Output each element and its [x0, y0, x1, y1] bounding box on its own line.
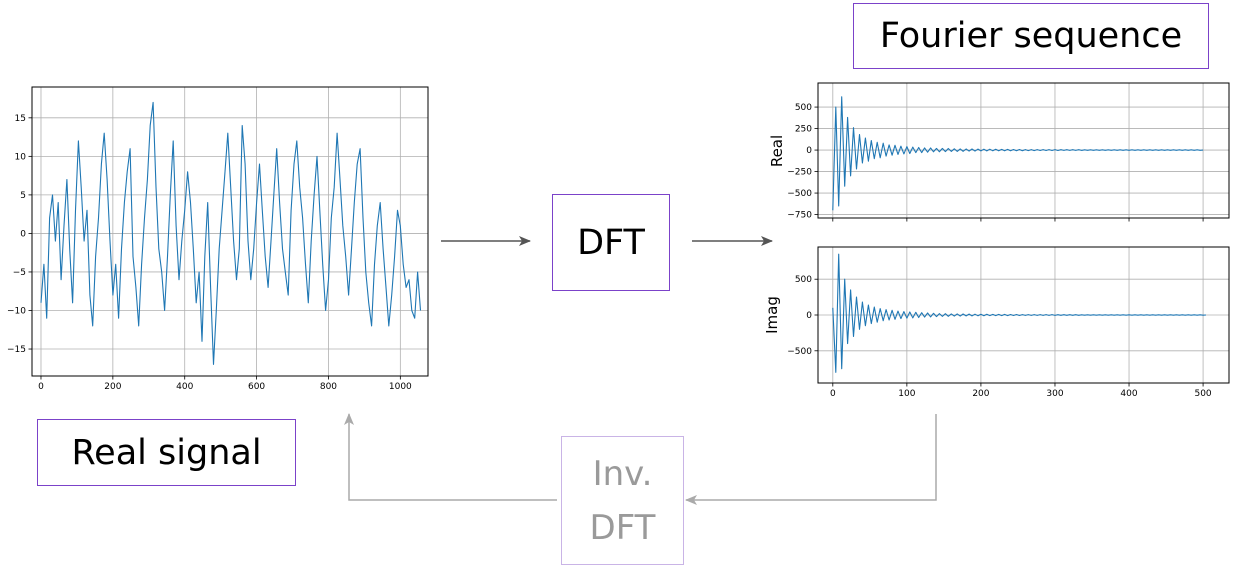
- fourier-imag-ylabel: Imag: [763, 296, 781, 334]
- inverse-dft-label-line2: DFT: [589, 507, 656, 548]
- fourier-real-line: [832, 96, 1204, 211]
- fourier-real-series: [832, 96, 1204, 211]
- fourier-real-ytick-label: −250: [787, 168, 812, 178]
- fourier-real-ylabel: Real: [768, 135, 786, 167]
- fourier-real-tick-labels: −750 −500 −250 0 250 500: [787, 103, 1204, 222]
- real-signal-label: Real signal: [71, 432, 262, 473]
- signal-xtick-label: 400: [176, 382, 193, 392]
- signal-tick-labels: 0 200 400 600 800 1000 −15 −10 −5 0 5 10 15: [7, 114, 412, 392]
- signal-xtick-label: 800: [320, 382, 337, 392]
- fourier-sequence-box: Fourier sequence: [853, 3, 1209, 69]
- real-signal-box: Real signal: [37, 419, 296, 486]
- fourier-imag-xtick-label: 200: [972, 389, 989, 399]
- fourier-imag-series: [832, 253, 1207, 373]
- fourier-imag-xtick-label: 400: [1120, 389, 1137, 399]
- fourier-imag-ytick-label: 500: [795, 275, 812, 285]
- signal-ytick-label: 10: [15, 152, 27, 162]
- inverse-dft-to-signal-arrow: [344, 413, 557, 501]
- fourier-imag-xtick-label: 0: [830, 389, 836, 399]
- fourier-real-ytick-label: 250: [795, 125, 812, 135]
- fourier-real-ytick-label: 500: [795, 103, 812, 113]
- fourier-to-inverse-dft-arrow: [685, 414, 937, 505]
- signal-ytick-label: −10: [7, 306, 26, 316]
- fourier-real-plot-frame: [817, 82, 1230, 219]
- fourier-sequence-label: Fourier sequence: [879, 16, 1183, 56]
- fourier-imag-chart: 0 100 200 300 400 500 −500 0 500 Imag: [763, 246, 1230, 399]
- signal-ytick-label: 15: [15, 114, 26, 124]
- dft-label: DFT: [577, 222, 645, 263]
- signal-ytick-label: −15: [7, 345, 26, 355]
- fourier-imag-ytick-label: 0: [806, 311, 812, 321]
- signal-xtick-label: 200: [104, 382, 121, 392]
- fourier-real-ytick-label: −500: [787, 189, 812, 199]
- signal-xtick-label: 600: [248, 382, 265, 392]
- signal-series: [40, 101, 422, 365]
- fourier-imag-tick-labels: 0 100 200 300 400 500 −500 0 500: [787, 275, 1212, 399]
- signal-grid: [32, 87, 428, 376]
- signal-ytick-label: −5: [13, 268, 26, 278]
- fourier-real-ytick-label: 0: [806, 146, 812, 156]
- signal-line: [40, 101, 422, 365]
- fourier-imag-ytick-label: −500: [787, 347, 812, 357]
- fourier-real-chart: −750 −500 −250 0 250 500 Real: [768, 82, 1230, 222]
- signal-plot-frame: [31, 86, 429, 377]
- fourier-imag-xtick-label: 500: [1194, 389, 1211, 399]
- fourier-imag-xtick-label: 300: [1046, 389, 1063, 399]
- inverse-dft-label-line1: Inv.: [592, 453, 653, 494]
- inverse-dft-box: Inv. DFT: [561, 436, 684, 565]
- signal-xtick-label: 0: [38, 382, 44, 392]
- dft-box: DFT: [552, 194, 670, 291]
- signal-xtick-label: 1000: [389, 382, 412, 392]
- real-signal-chart: 0 200 400 600 800 1000 −15 −10 −5 0 5 10 15: [7, 86, 429, 392]
- fourier-real-ytick-label: −750: [787, 211, 812, 221]
- fourier-imag-xtick-label: 100: [898, 389, 915, 399]
- fourier-imag-line: [832, 253, 1207, 373]
- signal-ytick-label: 5: [20, 191, 26, 201]
- signal-ytick-label: 0: [20, 229, 26, 239]
